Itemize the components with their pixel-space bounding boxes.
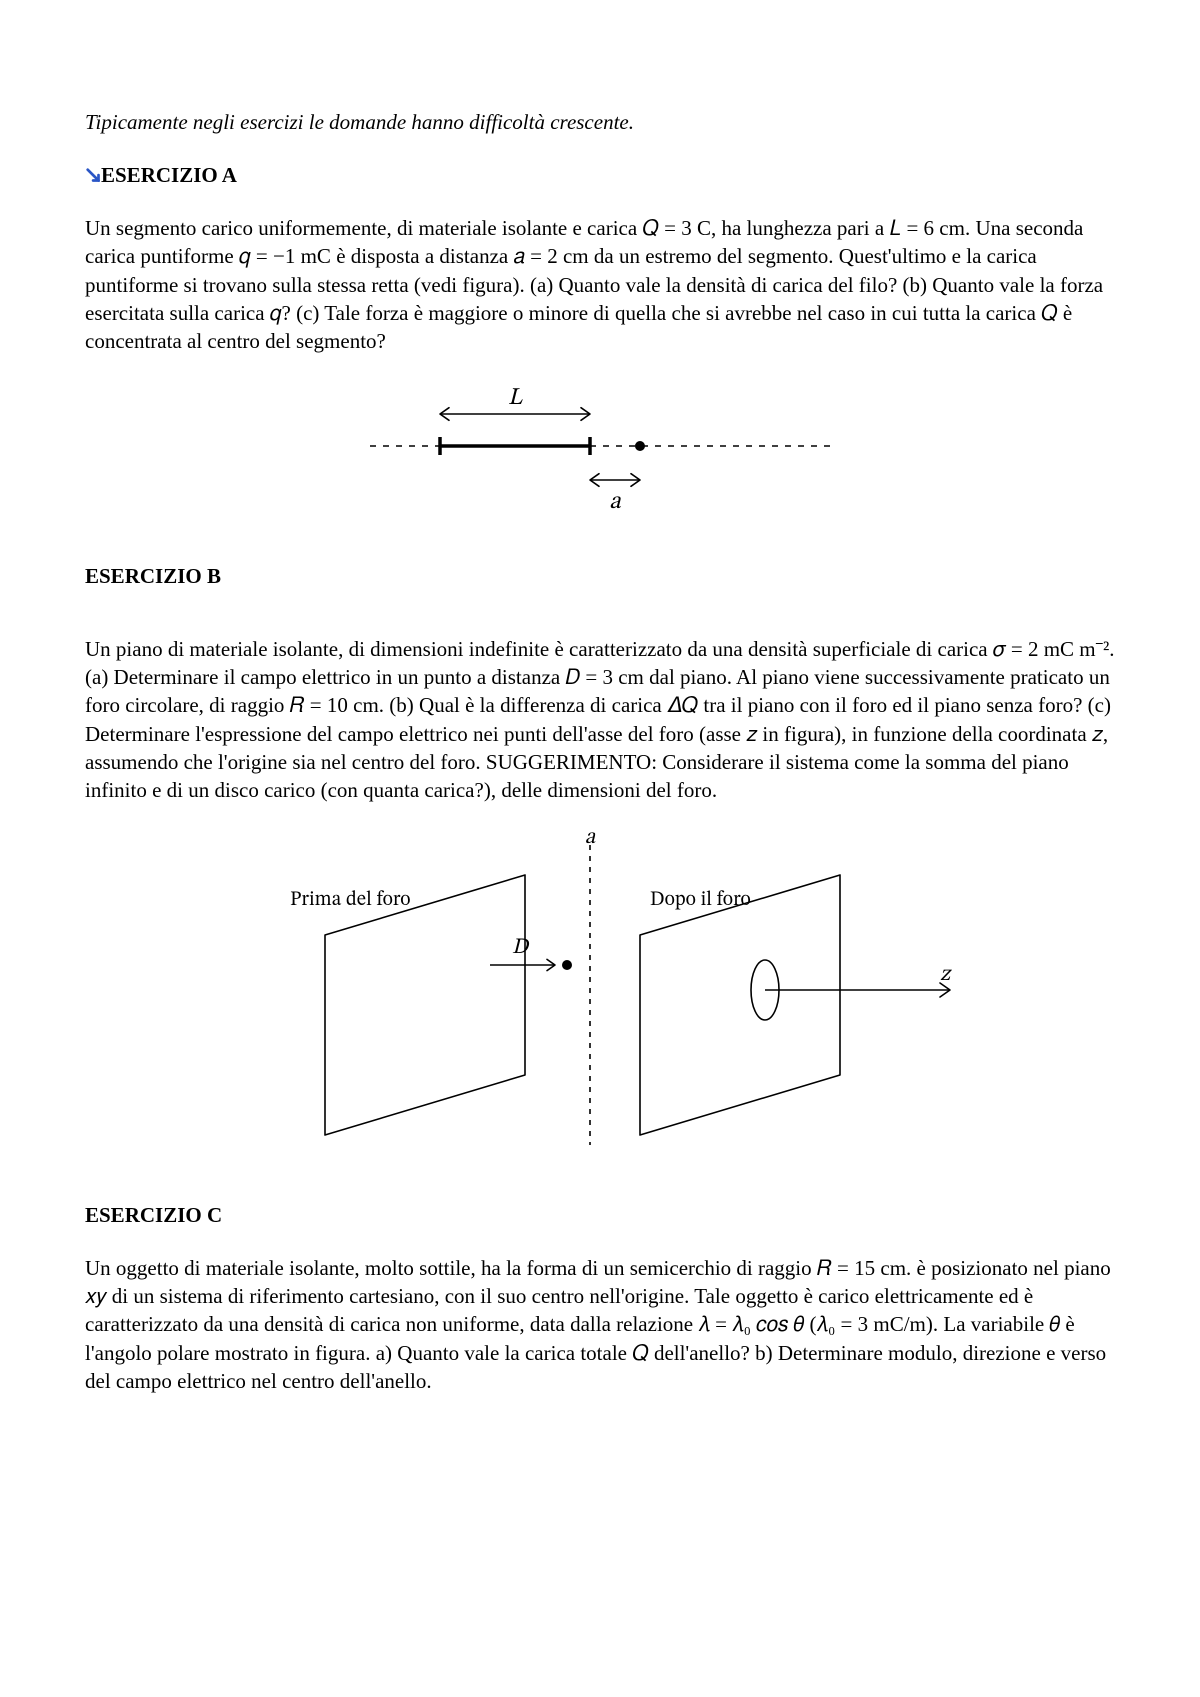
exA-body: Un segmento carico uniformemente, di mat… — [85, 214, 1115, 356]
exA-heading-row: ESERCIZIO A — [85, 163, 1115, 188]
intro-text: Tipicamente negli esercizi le domande ha… — [85, 110, 1115, 135]
svg-text:D: D — [512, 937, 530, 959]
exC-heading: ESERCIZIO C — [85, 1203, 1115, 1228]
exB-svg: a Prima del foro D Dopo il foro z — [220, 825, 980, 1165]
svg-text:L: L — [508, 386, 523, 410]
exA-figure: La — [85, 376, 1115, 526]
exB-heading: ESERCIZIO B — [85, 564, 1115, 589]
exB-figure: a Prima del foro D Dopo il foro z — [85, 825, 1115, 1165]
svg-text:a: a — [609, 490, 621, 514]
exC-body: Un oggetto di materiale isolante, molto … — [85, 1254, 1115, 1396]
exB-body: Un piano di materiale isolante, di dimen… — [85, 635, 1115, 805]
svg-text:Prima del foro: Prima del foro — [290, 890, 411, 910]
page: Tipicamente negli esercizi le domande ha… — [0, 0, 1200, 1697]
svg-text:a: a — [585, 827, 596, 849]
svg-text:z: z — [940, 964, 952, 986]
exA-svg: La — [310, 376, 890, 526]
exA-heading: ESERCIZIO A — [101, 163, 237, 188]
svg-text:Dopo il foro: Dopo il foro — [650, 890, 751, 910]
